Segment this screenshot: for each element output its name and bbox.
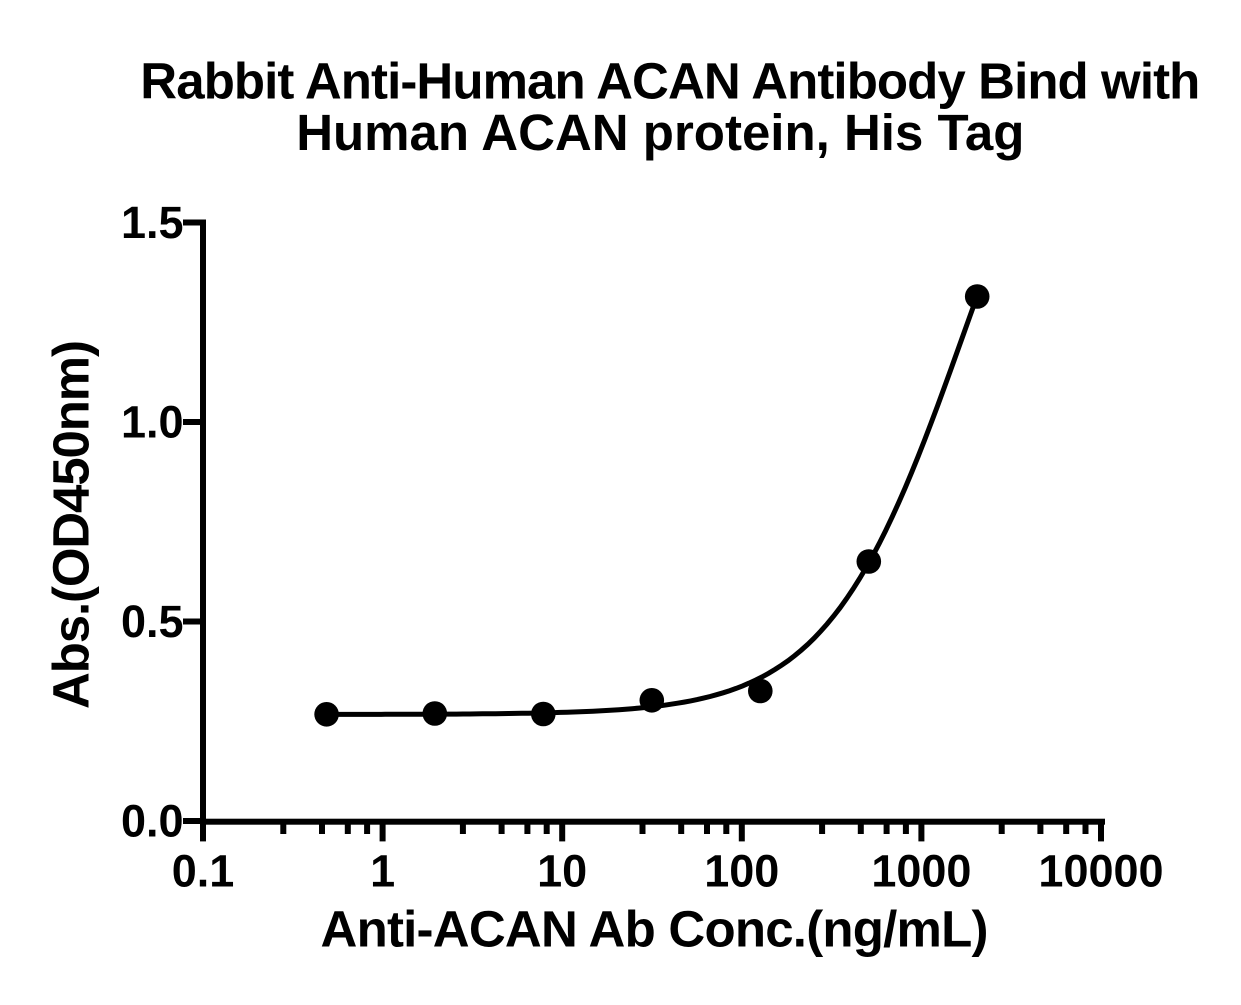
svg-text:0.5: 0.5 [121, 596, 184, 647]
svg-text:1000: 1000 [871, 845, 971, 896]
svg-text:10: 10 [537, 845, 587, 896]
svg-text:10000: 10000 [1038, 845, 1163, 896]
svg-text:Abs.(OD450nm): Abs.(OD450nm) [43, 340, 100, 709]
svg-text:1.0: 1.0 [121, 396, 184, 447]
svg-text:1.5: 1.5 [121, 197, 184, 248]
svg-text:100: 100 [704, 845, 779, 896]
svg-text:Rabbit Anti-Human ACAN Antibod: Rabbit Anti-Human ACAN Antibody Bind wit… [140, 52, 1200, 109]
svg-text:1: 1 [370, 845, 395, 896]
svg-text:Anti-ACAN Ab Conc.(ng/mL): Anti-ACAN Ab Conc.(ng/mL) [321, 900, 989, 957]
svg-text:0.0: 0.0 [121, 795, 184, 846]
svg-text:0.1: 0.1 [172, 845, 235, 896]
svg-text:Human ACAN protein, His Tag: Human ACAN protein, His Tag [296, 104, 1024, 161]
